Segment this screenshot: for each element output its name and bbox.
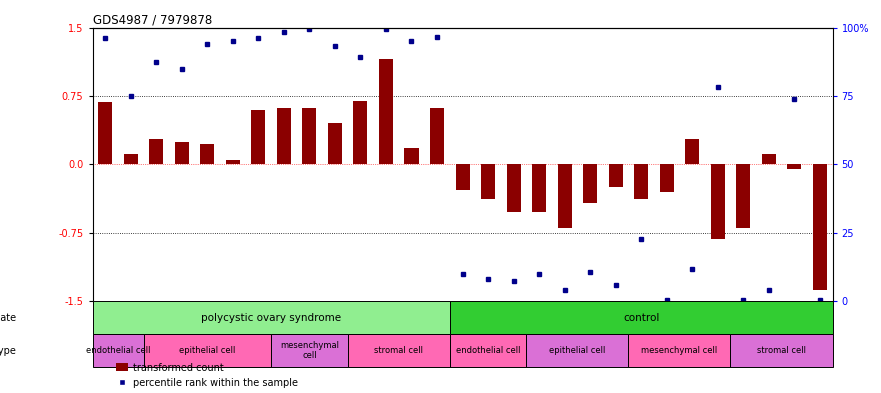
Bar [450,301,833,334]
Bar [711,164,725,239]
Text: epithelial cell: epithelial cell [549,346,605,355]
Bar [200,144,214,164]
Bar [271,334,348,367]
Bar [450,334,526,367]
Text: stromal cell: stromal cell [757,346,806,355]
Text: mesenchymal
cell: mesenchymal cell [280,341,339,360]
Bar [404,148,418,164]
Bar [762,154,776,164]
Bar [149,139,163,164]
Bar [507,164,521,212]
Bar [634,164,648,199]
Text: epithelial cell: epithelial cell [179,346,235,355]
Bar [558,164,572,228]
Bar [353,101,367,164]
Bar [123,154,137,164]
Bar [730,334,833,367]
Text: endothelial cell: endothelial cell [85,346,151,355]
Bar [455,164,470,190]
Bar [93,334,144,367]
Bar [660,164,674,192]
Bar [813,164,826,290]
Bar [302,108,316,164]
Text: endothelial cell: endothelial cell [455,346,521,355]
Bar [583,164,597,203]
Bar [430,108,444,164]
Bar [532,164,546,212]
Bar [348,334,450,367]
Bar [685,139,700,164]
Bar [628,334,730,367]
Text: cell type: cell type [0,346,16,356]
Bar [328,123,342,164]
Text: polycystic ovary syndrome: polycystic ovary syndrome [201,313,341,323]
Bar [251,110,265,164]
Bar [174,141,189,164]
Bar [93,301,450,334]
Text: stromal cell: stromal cell [374,346,423,355]
Bar [379,59,393,164]
Bar [737,164,751,228]
Bar [788,164,802,169]
Text: mesenchymal cell: mesenchymal cell [641,346,717,355]
Bar [481,164,495,199]
Text: disease state: disease state [0,313,16,323]
Bar [277,108,291,164]
Bar [526,334,628,367]
Text: control: control [623,313,659,323]
Bar [609,164,623,187]
Text: GDS4987 / 7979878: GDS4987 / 7979878 [93,13,211,26]
Bar [226,160,240,164]
Bar [144,334,271,367]
Legend: transformed count, percentile rank within the sample: transformed count, percentile rank withi… [112,359,301,391]
Bar [99,103,112,164]
